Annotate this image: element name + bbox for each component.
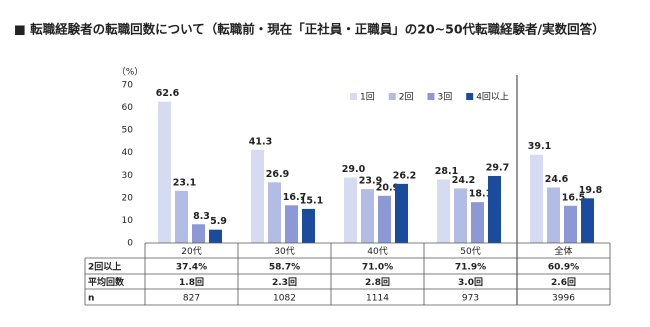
y-tick-label: 50 [122,126,134,136]
y-tick-label: 40 [122,148,134,158]
y-tick-label: 30 [122,171,134,181]
value-label: 16.7 [283,192,306,203]
legend-label: 3回 [437,92,452,103]
value-label: 29.0 [342,164,366,175]
table-cell: 2.8回 [365,277,390,288]
x-tick-label: 20代 [181,246,201,257]
y-axis-label: （%） [117,67,144,78]
bar [344,177,357,243]
bar [454,188,467,243]
legend-label: 2回 [399,92,414,103]
legend-swatch [350,93,357,100]
value-label: 24.6 [545,174,569,185]
table-cell: 973 [462,294,479,304]
value-label: 26.9 [266,169,289,180]
table-cell: 1082 [273,294,296,304]
bar [488,175,501,243]
legend-swatch [466,93,474,100]
table-cell: 58.7% [269,263,300,273]
value-label: 62.6 [156,88,180,99]
value-label: 26.2 [393,170,416,181]
y-tick-label: 0 [127,239,133,249]
x-tick-label: 30代 [274,246,294,257]
value-label: 23.1 [173,177,196,188]
value-label: 16.5 [562,192,585,203]
bar [564,205,577,243]
value-label: 28.1 [435,166,458,177]
bar [471,202,484,243]
value-label: 23.9 [359,176,382,187]
value-label: 41.3 [249,136,272,147]
bar [192,224,205,243]
table-cell: 37.4% [176,263,207,273]
table-cell: 827 [183,294,200,304]
table-cell: 1114 [366,294,389,304]
row-label: 平均回数 [88,276,125,288]
row-label: n [88,294,94,304]
bar [285,205,298,243]
table-cell: 2.3回 [272,277,297,288]
value-label: 19.8 [579,185,603,196]
y-tick-label: 20 [122,193,134,203]
legend-label: 1回 [360,92,375,103]
table-cell: 60.9% [548,263,579,273]
value-label: 29.7 [486,162,509,173]
value-label: 5.9 [210,216,227,227]
value-label: 24.2 [452,175,475,186]
value-label: 18.1 [469,189,492,200]
x-tick-label: 全体 [554,245,572,257]
x-tick-label: 40代 [367,246,387,257]
x-tick-label: 50代 [460,246,480,257]
table-cell: 3996 [552,294,575,304]
bar [361,189,374,243]
value-label: 8.3 [193,211,210,222]
legend-swatch [388,93,396,100]
bar [302,208,315,243]
value-label: 20.9 [376,182,399,193]
bar [581,198,594,243]
row-label: 2回以上 [88,261,121,273]
bar [209,229,222,243]
table-cell: 2.6回 [551,277,576,288]
y-tick-label: 70 [122,81,134,91]
bar [547,187,560,243]
y-tick-label: 60 [122,103,134,113]
legend-swatch [427,93,435,100]
bar [251,149,264,243]
table-cell: 71.0% [362,263,393,273]
legend-label: 4回以上 [476,92,509,103]
value-label: 39.1 [528,141,551,152]
bar [158,101,171,244]
table-cell: 71.9% [455,263,486,273]
y-tick-label: 10 [122,216,134,226]
table-cell: 1.8回 [179,277,204,288]
bar [175,190,188,243]
bar [395,183,408,243]
bar [437,179,450,243]
table-cell: 3.0回 [458,277,483,288]
value-label: 15.1 [300,195,323,206]
bar [268,182,281,243]
chart-title: ■ 転職経験者の転職回数について（転職前・現在「正社員・正職員」の20~50代転… [14,22,605,37]
bar [530,154,543,243]
bar [378,195,391,243]
